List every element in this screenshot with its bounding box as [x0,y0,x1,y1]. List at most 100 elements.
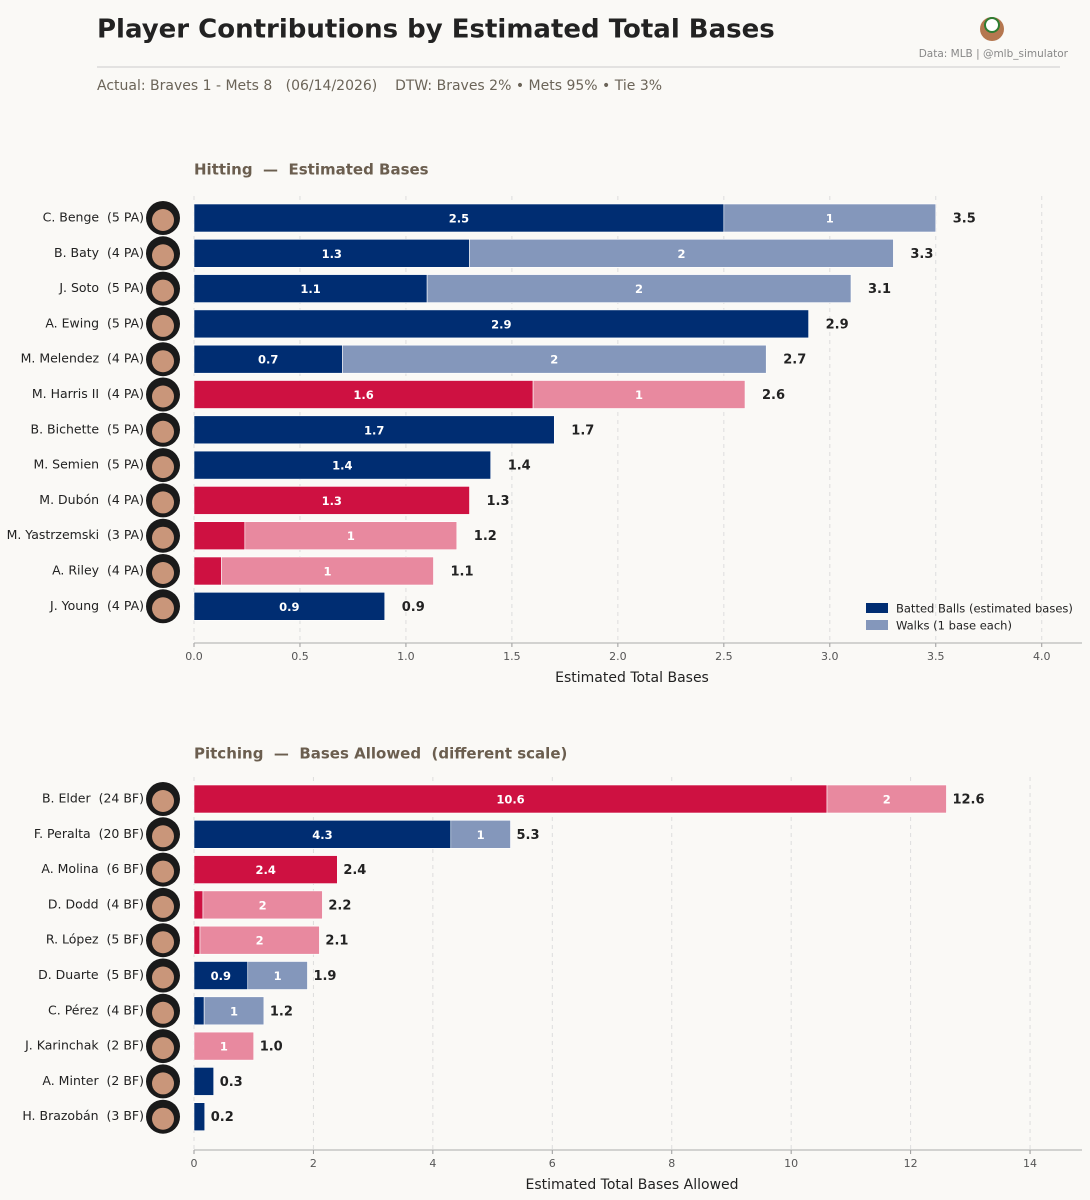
bar-segment [723,203,937,233]
total-label: 1.3 [487,494,510,509]
x-tick-label: 0.0 [185,650,203,663]
y-tick-label: D. Dodd (4 BF) [48,896,144,911]
x-tick-label: 14 [1023,1157,1037,1170]
bar-segment-label: 1.3 [322,247,342,261]
bar-segment-label: 10.6 [496,793,524,807]
total-label: 2.6 [762,388,785,403]
player-face [152,1107,174,1130]
x-tick-label: 12 [904,1157,918,1170]
total-label: 3.3 [910,247,933,262]
total-label: 2.7 [783,353,806,368]
bar-segment-label: 1.6 [353,388,373,402]
x-axis-label: Estimated Total Bases Allowed [525,1177,738,1193]
total-label: 1.2 [474,529,497,544]
y-tick-label: J. Young (4 PA) [49,598,144,613]
bar-segment [244,521,458,551]
y-tick-label: A. Riley (4 PA) [52,563,144,578]
bar-segment [450,819,511,849]
bar-segment [193,961,249,990]
y-tick-label: H. Brazobán (3 BF) [22,1108,144,1123]
total-label: 1.4 [508,459,531,474]
player-face [152,1037,174,1060]
bar-segment-label: 2 [550,353,558,367]
y-tick-label: F. Peralta (20 BF) [34,826,144,841]
player-face [152,825,174,848]
bar-segment [193,925,201,955]
total-label: 2.2 [328,898,351,913]
bar-segment-label: 1 [826,212,834,226]
legend-label: Walks (1 base each) [896,619,1012,633]
bar-segment [221,556,434,586]
player-face [152,931,174,954]
bar-segment [193,486,470,515]
player-face [152,279,174,302]
player-face [152,1072,174,1095]
x-tick-label: 8 [668,1157,675,1170]
player-face [152,526,174,549]
y-tick-label: B. Baty (4 PA) [54,245,144,260]
x-tick-label: 0.5 [291,650,309,663]
x-tick-label: 4.0 [1033,650,1051,663]
bar-segment-label: 1 [635,388,643,402]
bar-segment-label: 1 [347,529,355,543]
bar-segment [193,1067,215,1096]
player-face [152,209,174,231]
bar-segment [426,274,852,303]
total-label: 0.2 [211,1110,234,1125]
player-face [152,895,174,918]
player-face [152,860,174,883]
bar-segment-label: 2 [259,898,267,912]
subtitle: Actual: Braves 1 - Mets 8 (06/14/2026) D… [97,78,662,94]
bar-segment [193,1031,255,1061]
x-tick-label: 3.0 [821,650,839,663]
x-axis-label: Estimated Total Bases [555,670,709,686]
player-face [152,244,174,267]
player-face [152,491,174,514]
bar-segment-label: 1.1 [300,282,320,296]
total-label: 1.9 [313,969,336,984]
player-face [152,562,174,584]
y-tick-label: C. Benge (5 PA) [43,210,144,225]
player-face [152,420,174,443]
x-tick-label: 4 [429,1157,436,1170]
bar-segment-label: 1.7 [364,423,384,437]
x-tick-label: 2 [310,1157,317,1170]
bar-segment [193,415,555,445]
bar-segment-label: 0.9 [279,600,299,614]
y-tick-label: B. Elder (24 BF) [42,791,144,806]
player-face [152,350,174,373]
bar-segment-label: 2 [635,282,643,296]
player-face [152,385,174,408]
player-face [152,790,174,812]
bar-segment-label: 2 [677,247,685,261]
bar-segment [247,961,308,990]
y-tick-label: M. Melendez (4 PA) [21,351,144,366]
bar-segment-label: 1 [324,565,332,579]
total-label: 2.1 [325,934,348,949]
bar-segment [193,309,809,339]
player-face [152,966,174,989]
legend-label: Batted Balls (estimated bases) [896,602,1073,616]
total-label: 1.0 [260,1040,283,1055]
bar-segment-label: 1.3 [322,494,342,508]
bar-segment-label: 2.9 [491,317,511,331]
bar-segment [193,344,343,374]
bar-segment [193,203,725,233]
logo [980,17,1004,41]
bar-segment-label: 0.7 [258,353,278,367]
bar-segment [193,819,452,849]
bar-segment [203,996,265,1026]
y-tick-label: M. Harris II (4 PA) [32,386,144,401]
bar-segment-label: 2.4 [255,863,275,877]
x-tick-label: 2.5 [715,650,733,663]
player-face [152,456,174,479]
bar-segment-label: 4.3 [312,828,332,842]
bar-segment [193,1102,206,1131]
bar-segment [193,996,205,1026]
page-title: Player Contributions by Estimated Total … [97,15,775,45]
total-label: 3.5 [953,212,976,227]
y-tick-label: D. Duarte (5 BF) [38,967,144,982]
total-label: 3.1 [868,282,891,297]
bar-segment [193,239,470,268]
bar-segment-label: 1 [477,828,485,842]
